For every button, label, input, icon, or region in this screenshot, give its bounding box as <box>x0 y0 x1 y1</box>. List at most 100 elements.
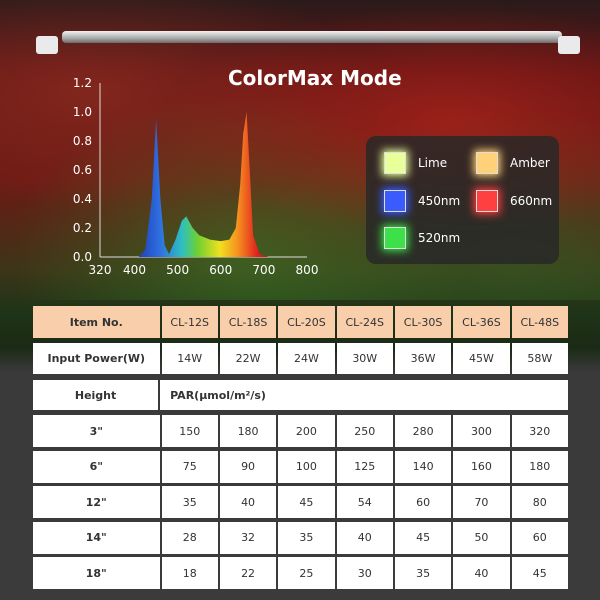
x-tick-label: 320 <box>89 263 112 277</box>
power-cell: 22W <box>219 343 277 374</box>
par-cell: 140 <box>394 450 452 483</box>
par-cell: 22 <box>219 557 277 589</box>
light-fixture <box>62 31 562 43</box>
y-tick-label: 0.0 <box>73 250 92 264</box>
height-cell: 14" <box>33 521 160 554</box>
x-tick-label: 700 <box>252 263 275 277</box>
legend-item-660nm: 660nm <box>476 190 552 212</box>
par-cell: 45 <box>511 557 568 589</box>
x-tick-label: 500 <box>166 263 189 277</box>
par-cell: 70 <box>453 486 510 518</box>
model-cell: CL-12S <box>161 306 218 338</box>
par-cell: 28 <box>161 521 218 554</box>
par-cell: 45 <box>278 486 335 518</box>
power-cell: 36W <box>394 343 452 374</box>
model-cell: CL-36S <box>453 306 510 338</box>
par-cell: 150 <box>161 415 218 447</box>
model-cell: CL-18S <box>219 306 277 338</box>
par-cell: 250 <box>336 415 393 447</box>
legend-item-lime: Lime <box>384 152 447 174</box>
legend-label: 520nm <box>418 231 461 245</box>
par-cell: 200 <box>278 415 335 447</box>
power-cell: 58W <box>511 343 568 374</box>
height-cell: 18" <box>33 557 160 589</box>
par-cell: 100 <box>278 450 335 483</box>
green-led-icon <box>384 227 406 249</box>
model-cell: CL-20S <box>278 306 335 338</box>
power-cell: 24W <box>278 343 335 374</box>
par-row: 14" 28 32 35 40 45 50 60 <box>33 521 570 554</box>
legend-item-450nm: 450nm <box>384 190 460 212</box>
par-cell: 25 <box>278 557 335 589</box>
par-cell: 180 <box>219 415 277 447</box>
par-cell: 35 <box>394 557 452 589</box>
par-row: 6" 75 90 100 125 140 160 180 <box>33 450 570 483</box>
par-cell: 60 <box>394 486 452 518</box>
par-cell: 300 <box>453 415 510 447</box>
par-cell: 80 <box>511 486 568 518</box>
y-tick-label: 0.4 <box>73 192 92 206</box>
par-cell: 40 <box>219 486 277 518</box>
item-label: Item No. <box>33 306 160 338</box>
power-cell: 45W <box>453 343 510 374</box>
par-cell: 30 <box>336 557 393 589</box>
par-cell: 320 <box>511 415 568 447</box>
chart-title: ColorMax Mode <box>228 66 402 90</box>
par-cell: 40 <box>453 557 510 589</box>
legend-label: Amber <box>510 156 550 170</box>
left-bracket <box>36 36 58 54</box>
par-cell: 35 <box>161 486 218 518</box>
par-cell: 18 <box>161 557 218 589</box>
par-cell: 50 <box>453 521 510 554</box>
height-cell: 12" <box>33 486 160 518</box>
power-label: Input Power(W) <box>33 343 160 374</box>
x-tick-label: 400 <box>123 263 146 277</box>
y-tick-label: 0.2 <box>73 221 92 235</box>
y-tick-label: 0.8 <box>73 134 92 148</box>
x-tick-label: 800 <box>296 263 319 277</box>
spectrum-chart: 320 400 500 600 700 800 0.0 0.2 0.4 0.6 0.8 1.0 1.2 <box>73 76 319 277</box>
model-cell: CL-24S <box>336 306 393 338</box>
par-cell: 54 <box>336 486 393 518</box>
legend-item-amber: Amber <box>476 152 550 174</box>
y-tick-label: 1.0 <box>73 105 92 119</box>
power-cell: 30W <box>336 343 393 374</box>
par-header-row: Height PAR(μmol/m²/s) <box>33 380 570 410</box>
par-cell: 280 <box>394 415 452 447</box>
spectrum-area <box>138 112 269 257</box>
par-cell: 35 <box>278 521 335 554</box>
blue-led-icon <box>384 190 406 212</box>
par-cell: 40 <box>336 521 393 554</box>
legend-label: Lime <box>418 156 448 170</box>
par-cell: 32 <box>219 521 277 554</box>
par-row: 18" 18 22 25 30 35 40 45 <box>33 557 570 589</box>
amber-led-icon <box>476 152 498 174</box>
par-cell: 90 <box>219 450 277 483</box>
legend-panel: Lime Amber 450nm 660nm 520nm <box>366 136 559 264</box>
height-cell: 6" <box>33 450 160 483</box>
model-cell: CL-48S <box>511 306 568 338</box>
par-label: PAR(μmol/m²/s) <box>160 380 568 410</box>
par-row: 12" 35 40 45 54 60 70 80 <box>33 486 570 518</box>
lime-led-icon <box>384 152 406 174</box>
table-header-row: Item No. CL-12S CL-18S CL-20S CL-24S CL-… <box>33 306 570 338</box>
model-cell: CL-30S <box>394 306 452 338</box>
par-row: 3" 150 180 200 250 280 300 320 <box>33 415 570 447</box>
legend-label: 450nm <box>418 194 461 208</box>
par-cell: 60 <box>511 521 568 554</box>
x-tick-label: 600 <box>209 263 232 277</box>
height-label: Height <box>33 380 159 410</box>
par-cell: 45 <box>394 521 452 554</box>
par-cell: 75 <box>161 450 218 483</box>
legend-item-520nm: 520nm <box>384 227 460 249</box>
power-row: Input Power(W) 14W 22W 24W 30W 36W 45W 5… <box>33 343 570 374</box>
height-cell: 3" <box>33 415 160 447</box>
par-cell: 180 <box>511 450 568 483</box>
right-bracket <box>558 36 580 54</box>
power-cell: 14W <box>161 343 218 374</box>
par-cell: 160 <box>453 450 510 483</box>
red-led-icon <box>476 190 498 212</box>
y-tick-label: 0.6 <box>73 163 92 177</box>
par-cell: 125 <box>336 450 393 483</box>
y-tick-label: 1.2 <box>73 76 92 90</box>
